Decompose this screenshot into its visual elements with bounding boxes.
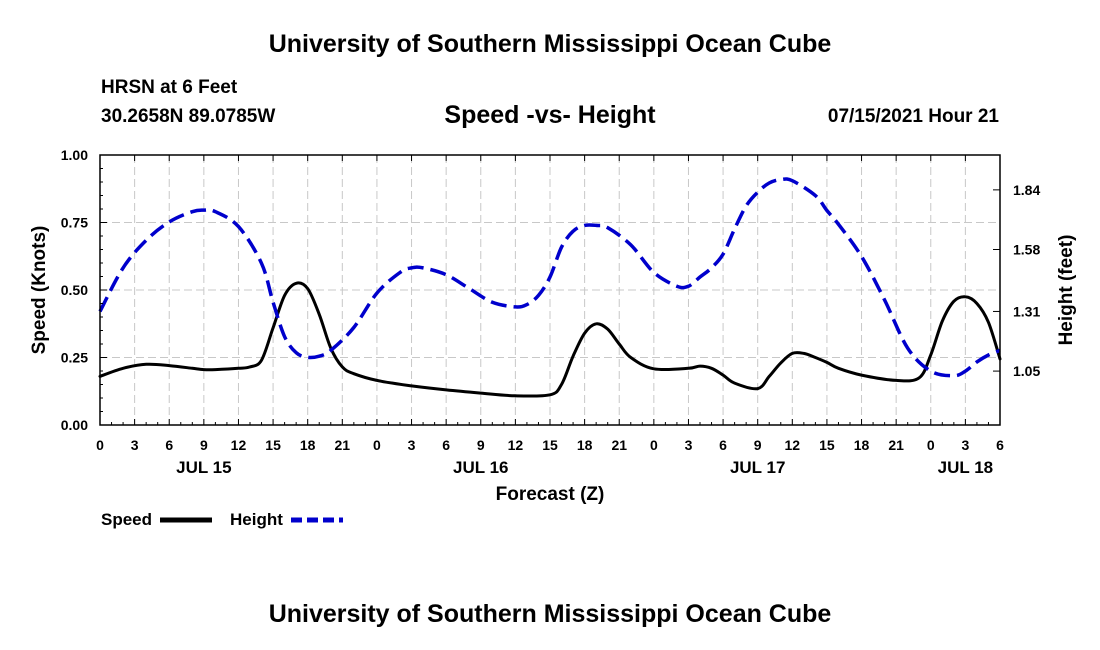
- date-label: JUL 16: [453, 458, 508, 477]
- x-tick-label: 6: [165, 437, 173, 453]
- y-tick-label-left: 0.50: [61, 282, 88, 298]
- x-tick-label: 12: [508, 437, 524, 453]
- x-tick-label: 0: [927, 437, 935, 453]
- page-title: University of Southern Mississippi Ocean…: [268, 30, 832, 58]
- x-tick-label: 3: [685, 437, 693, 453]
- y-tick-label-left: 1.00: [61, 147, 88, 163]
- x-tick-label: 6: [996, 437, 1004, 453]
- x-axis-label: Forecast (Z): [496, 484, 605, 505]
- x-tick-label: 18: [577, 437, 593, 453]
- y-tick-label-right: 1.05: [1013, 363, 1040, 379]
- forecast-datetime: 07/15/2021 Hour 21: [827, 106, 999, 127]
- date-label: JUL 17: [730, 458, 785, 477]
- x-tick-label: 15: [819, 437, 835, 453]
- x-tick-label: 12: [231, 437, 247, 453]
- x-tick-label: 9: [200, 437, 208, 453]
- y-tick-label-left: 0.00: [61, 417, 88, 433]
- date-label: JUL 15: [176, 458, 231, 477]
- y-tick-label-right: 1.84: [1013, 182, 1040, 198]
- grid: [100, 155, 1000, 425]
- y-axis-left-label: Speed (Knots): [29, 226, 50, 355]
- x-tick-label: 18: [300, 437, 316, 453]
- legend: Speed Height: [101, 510, 343, 529]
- x-tick-label: 15: [542, 437, 558, 453]
- y-tick-label-right: 1.58: [1013, 242, 1040, 258]
- axes: 0 3 6 9 12 15 18 21 0 3 6 9 12 15 18 21 0 3 6 9 12 15 18 21 0 3 6J…: [61, 147, 1041, 477]
- x-tick-label: 0: [650, 437, 658, 453]
- x-tick-label: 15: [265, 437, 281, 453]
- coordinates-label: 30.2658N 89.0785W: [101, 106, 276, 127]
- x-tick-label: 18: [854, 437, 870, 453]
- x-tick-label: 21: [611, 437, 627, 453]
- station-label: HRSN at 6 Feet: [101, 77, 238, 98]
- x-tick-label: 21: [888, 437, 904, 453]
- y-axis-right-label: Height (feet): [1056, 235, 1077, 346]
- date-label: JUL 18: [938, 458, 993, 477]
- x-tick-label: 0: [96, 437, 104, 453]
- series-line-height: [98, 177, 1001, 378]
- x-tick-label: 6: [442, 437, 450, 453]
- y-tick-label-right: 1.31: [1013, 303, 1040, 319]
- legend-speed-label: Speed: [101, 510, 152, 529]
- series-line-speed: [98, 281, 1002, 398]
- x-tick-label: 12: [785, 437, 801, 453]
- x-tick-label: 3: [961, 437, 969, 453]
- x-tick-label: 9: [754, 437, 762, 453]
- series-layer: [98, 177, 1002, 398]
- legend-height-label: Height: [230, 510, 283, 529]
- y-tick-label-left: 0.75: [61, 215, 88, 231]
- x-tick-label: 3: [131, 437, 139, 453]
- footer-title: University of Southern Mississippi Ocean…: [268, 600, 832, 628]
- chart-title: Speed -vs- Height: [444, 101, 656, 129]
- x-tick-label: 3: [408, 437, 416, 453]
- x-tick-label: 0: [373, 437, 381, 453]
- x-tick-label: 21: [335, 437, 351, 453]
- x-tick-label: 9: [477, 437, 485, 453]
- x-tick-label: 6: [719, 437, 727, 453]
- y-tick-label-left: 0.25: [61, 350, 88, 366]
